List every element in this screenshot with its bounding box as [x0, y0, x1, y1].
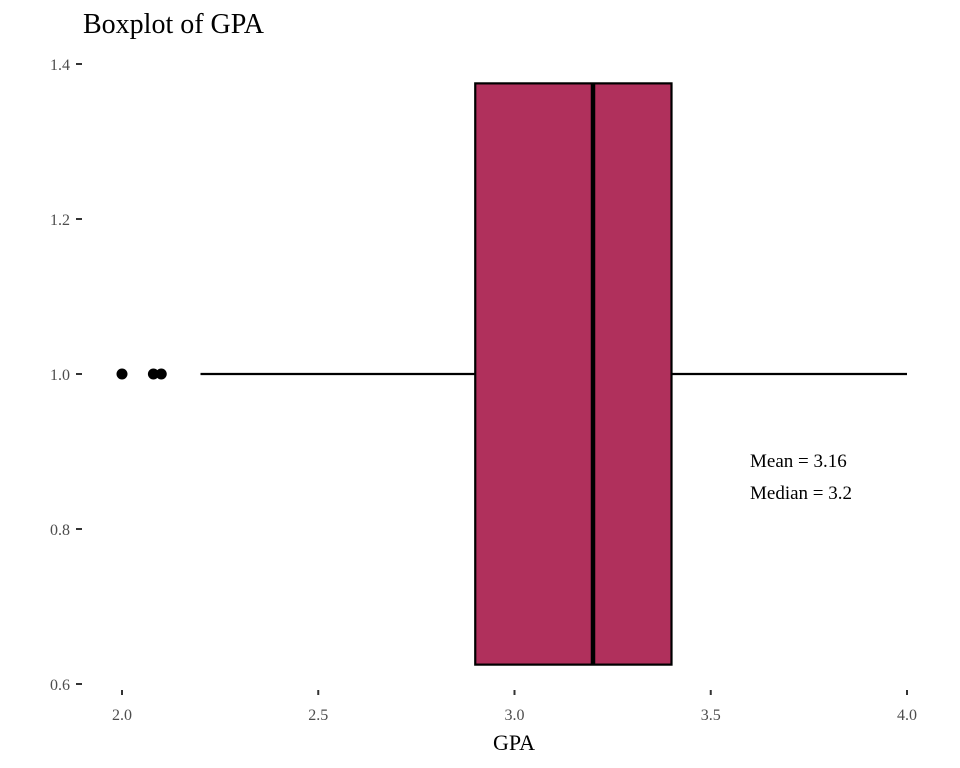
- chart-title: Boxplot of GPA: [83, 9, 265, 40]
- median-annotation: Median = 3.2: [750, 483, 852, 504]
- outlier-point: [116, 368, 128, 380]
- x-axis-label: GPA: [493, 730, 535, 755]
- x-tick-label: 4.0: [897, 707, 917, 724]
- x-tick-label: 2.0: [112, 707, 132, 724]
- y-tick-label: 0.6: [50, 677, 70, 694]
- y-tick-label: 1.0: [50, 367, 70, 384]
- mean-annotation: Mean = 3.16: [750, 451, 847, 472]
- outlier-point: [155, 368, 167, 380]
- y-tick-label: 0.8: [50, 522, 70, 539]
- y-tick-label: 1.2: [50, 212, 70, 229]
- outlier-point: [147, 368, 159, 380]
- x-tick-label: 3.0: [505, 707, 525, 724]
- y-tick-label: 1.4: [50, 57, 70, 74]
- iqr-box: [474, 82, 673, 666]
- x-tick-label: 2.5: [308, 707, 328, 724]
- x-tick-label: 3.5: [701, 707, 721, 724]
